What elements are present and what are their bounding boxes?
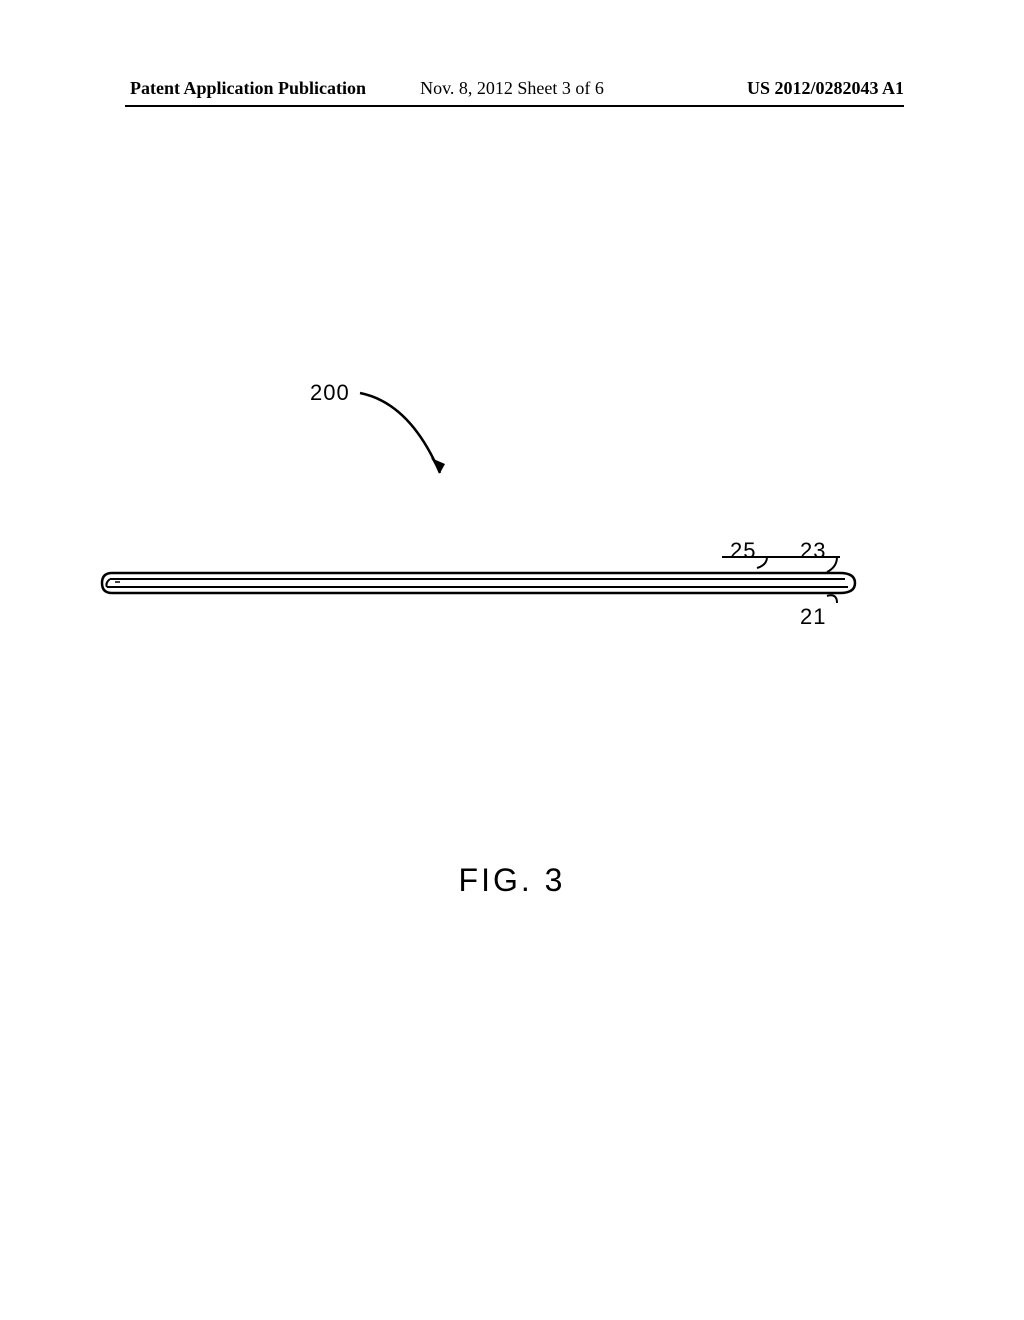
device-shape [100,570,860,600]
header-patent-number: US 2012/0282043 A1 [747,78,904,99]
patent-figure: 200 25 23 21 [100,380,900,730]
leader-arrow-200 [355,388,475,498]
header-publication: Patent Application Publication [130,78,366,99]
page-header: Patent Application Publication Nov. 8, 2… [0,78,1024,99]
ref-label-200: 200 [310,380,350,406]
header-rule [125,105,904,107]
figure-caption: FIG. 3 [0,862,1024,899]
header-sheet-info: Nov. 8, 2012 Sheet 3 of 6 [420,78,604,99]
